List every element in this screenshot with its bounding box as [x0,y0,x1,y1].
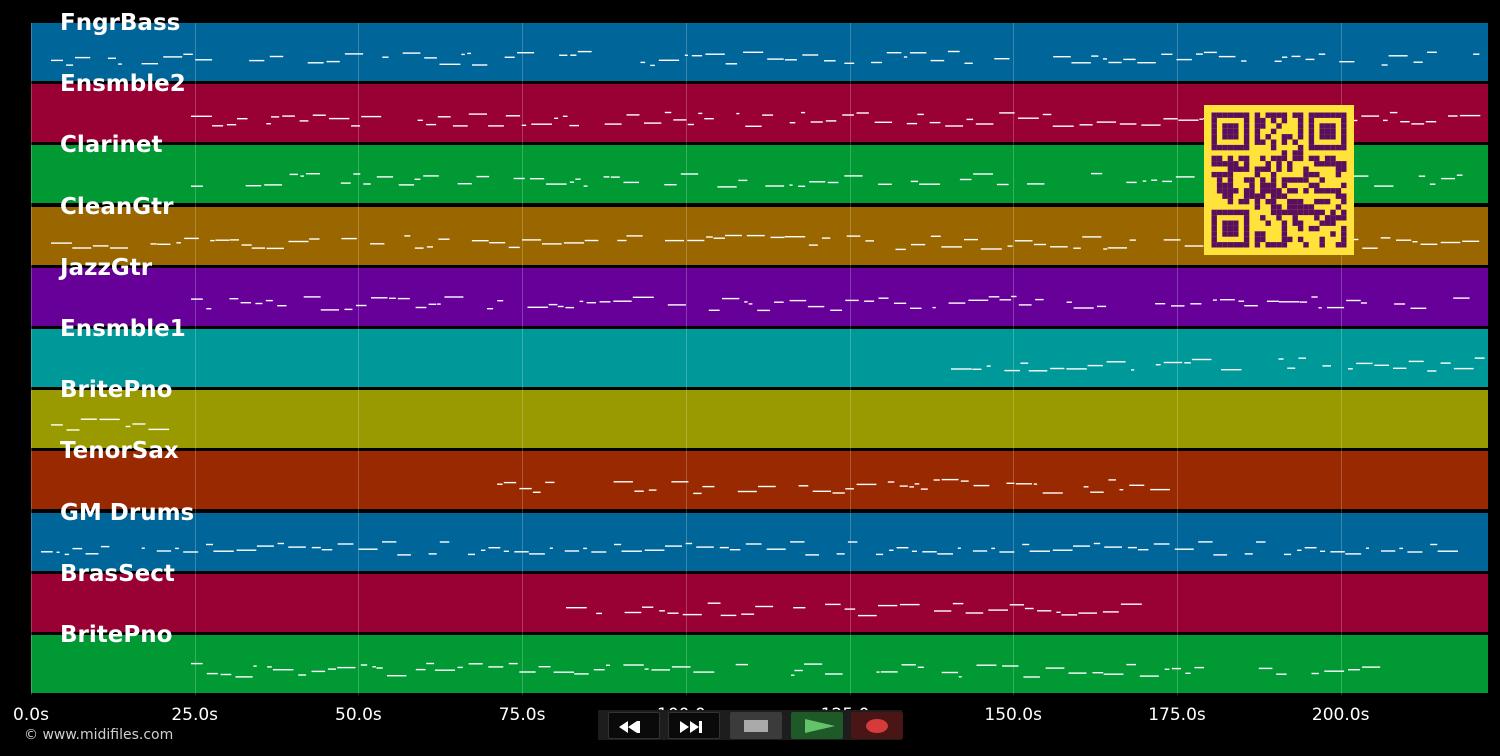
timeline-gridline [194,23,196,695]
note-lane-icon [191,173,1463,188]
record-icon [866,719,888,733]
note-lane-icon [41,540,1458,556]
track-lane[interactable]: BrasSect [31,561,1488,632]
track-label: Clarinet [60,132,163,159]
play-button[interactable] [791,712,843,739]
note-lane-icon [191,295,1470,311]
tracks-area: FngrBass Ensmble2 Clarinet CleanGtr JazzGtr E… [31,10,1488,695]
transport-controls [598,710,903,740]
qr-code-icon[interactable] [1204,105,1354,255]
timeline-tick-label: 50.0s [335,705,382,725]
timeline-tick-label: 200.0s [1311,705,1370,725]
note-lane-icon [51,50,1480,67]
rewind-icon [619,721,640,733]
track-lane[interactable]: GM Drums [31,500,1488,571]
timeline-tick-label: 25.0s [171,705,219,725]
note-lane-icon [566,602,1142,617]
track-label: FngrBass [60,10,181,36]
track-lane[interactable]: Ensmble1 [31,316,1488,387]
timeline-gridline [1177,23,1178,695]
timeline-gridline [358,23,360,695]
stop-button[interactable] [730,712,782,739]
track-label: GM Drums [60,499,195,526]
timeline-gridline [685,23,687,695]
timeline-gridline [1340,23,1342,695]
play-icon [805,719,835,733]
track-label: CleanGtr [60,193,174,220]
track-lane[interactable]: BritePno [31,377,1488,449]
track-label: Ensmble1 [60,316,186,342]
track-label: Ensmble2 [60,71,186,98]
timeline-gridline [1013,23,1015,695]
track-label: JazzGtr [60,254,153,281]
timeline-tick-label: 75.0s [498,705,546,725]
track-lane[interactable]: BritePno [31,622,1488,693]
copyright-notice: © www.midifiles.com [24,727,174,743]
timeline-gridline [522,23,524,695]
note-lane-icon [51,418,170,431]
track-label: BritePno [60,622,173,648]
stop-icon [744,720,768,732]
timeline-gridline [31,23,32,695]
track-lane[interactable]: FngrBass [31,10,1488,81]
note-lane-icon [951,357,1485,372]
timeline-gridline [849,23,851,695]
fast-forward-icon [680,721,702,733]
timeline-tick-label: 175.0s [1148,705,1206,725]
track-label: TenorSax [60,438,179,465]
timeline-tick-label: 0.0s [13,705,49,725]
track-lane[interactable]: JazzGtr [31,255,1488,326]
fast-forward-button[interactable] [668,712,720,739]
track-label: BrasSect [60,560,175,587]
rewind-button[interactable] [608,712,660,739]
record-button[interactable] [851,712,903,739]
note-lane-icon [191,662,1381,678]
track-label: BritePno [60,377,173,404]
note-lane-icon [497,479,1170,495]
note-lane-icon [191,111,1481,128]
timeline-tick-label: 150.0s [984,705,1042,725]
track-lane[interactable]: TenorSax [31,438,1488,510]
